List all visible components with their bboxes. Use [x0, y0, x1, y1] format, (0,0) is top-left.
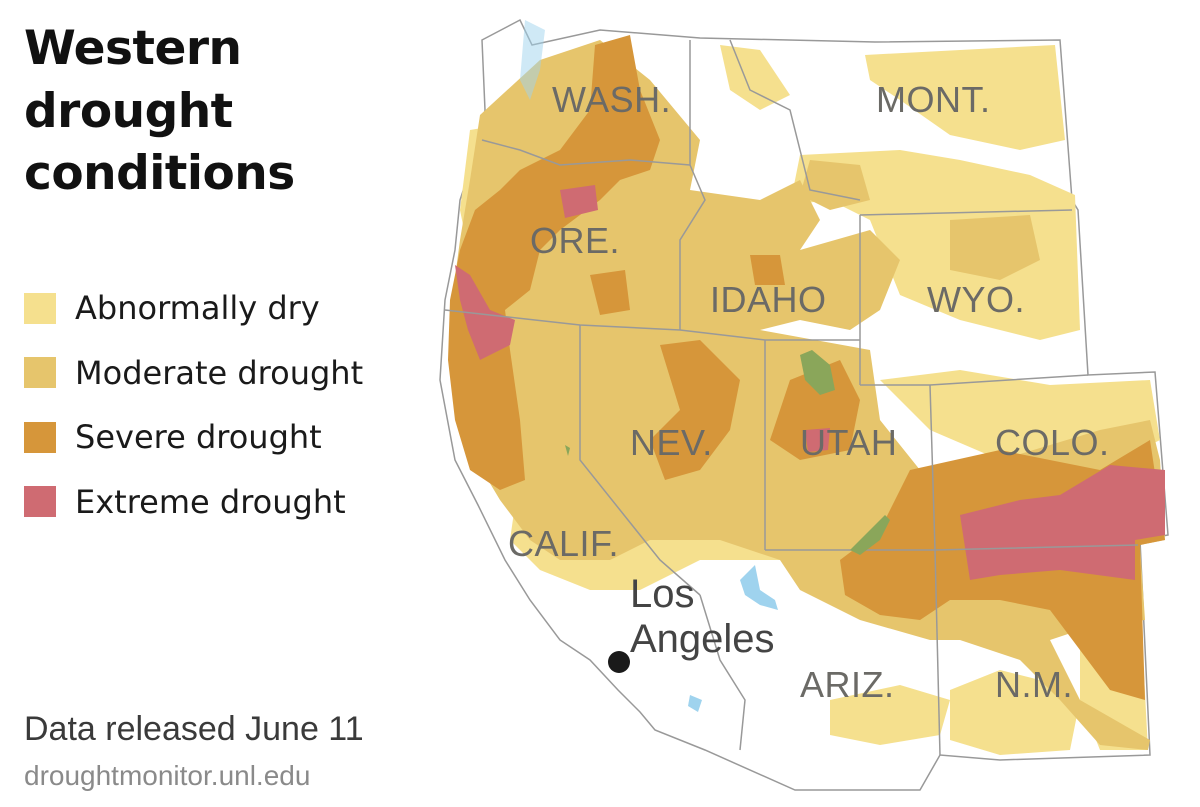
- state-label-nev: NEV.: [630, 422, 713, 463]
- legend-label: Extreme drought: [75, 482, 346, 521]
- water-bodies: [520, 20, 778, 712]
- source-credit: droughtmonitor.unl.edu: [24, 760, 311, 791]
- legend-item-moderate-drought: Moderate drought: [24, 341, 363, 406]
- state-label-calif: CALIF.: [508, 523, 619, 564]
- city-label-line1: Los: [630, 572, 695, 616]
- extreme-drought-areas: [455, 185, 1165, 580]
- legend: Abnormally dry Moderate drought Severe d…: [24, 276, 363, 534]
- legend-swatch: [24, 357, 56, 389]
- state-label-ore: ORE.: [530, 220, 620, 261]
- legend-label: Moderate drought: [75, 353, 364, 392]
- legend-item-extreme-drought: Extreme drought: [24, 470, 363, 535]
- legend-item-abnormally-dry: Abnormally dry: [24, 276, 363, 341]
- state-label-wyo: WYO.: [927, 279, 1025, 320]
- los-angeles-marker: [608, 651, 630, 673]
- state-label-utah: UTAH: [800, 422, 897, 463]
- legend-label: Severe drought: [75, 418, 322, 457]
- state-borders: [444, 39, 1139, 756]
- state-label-colo: COLO.: [995, 422, 1110, 463]
- data-release-note: Data released June 11: [24, 710, 364, 748]
- state-label-idaho: IDAHO: [710, 279, 827, 320]
- state-label-nm: N.M.: [995, 664, 1073, 705]
- legend-swatch: [24, 421, 56, 453]
- legend-swatch: [24, 486, 56, 518]
- legend-item-severe-drought: Severe drought: [24, 405, 363, 470]
- city-label-line2: Angeles: [630, 617, 775, 661]
- state-label-wash: WASH.: [552, 79, 671, 120]
- legend-label: Abnormally dry: [75, 289, 320, 328]
- state-label-ariz: ARIZ.: [800, 664, 895, 705]
- legend-swatch: [24, 292, 56, 324]
- map-title: Western drought conditions: [24, 21, 295, 201]
- lakes-green: [565, 350, 890, 555]
- state-label-mont: MONT.: [876, 79, 991, 120]
